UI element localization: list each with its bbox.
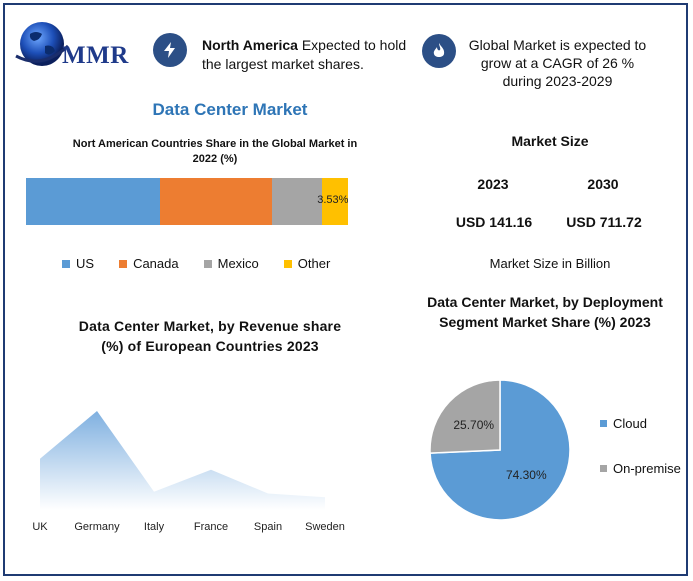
lightning-icon <box>153 33 187 67</box>
mmr-logo: MMR <box>12 16 142 80</box>
x-tick-label: Spain <box>254 521 282 533</box>
x-tick-label: Italy <box>144 521 165 533</box>
highlight-bold: North America <box>202 37 298 53</box>
legend-label-canada: Canada <box>133 256 179 271</box>
pie-chart-title: Data Center Market, by Deployment Segmen… <box>427 294 663 330</box>
x-tick-label: Sweden <box>305 521 345 533</box>
legend-label-cloud: Cloud <box>613 416 647 431</box>
legend-item-on-premise: On-premise <box>600 461 690 476</box>
logo-text: MMR <box>62 42 129 69</box>
bar-segment-mexico <box>272 178 323 225</box>
market-size-year-2030: 2030 <box>587 176 619 192</box>
flame-icon <box>422 34 456 68</box>
legend-label-other: Other <box>297 256 331 271</box>
market-size-value-2023: USD 141.16 <box>455 214 533 230</box>
market-size-unit: Market Size in Billion <box>489 256 611 271</box>
legend-swatch-canada <box>119 259 128 268</box>
pie-chart: 74.30% 25.70% <box>429 379 571 521</box>
legend-label-mexico: Mexico <box>217 256 259 271</box>
highlight-north-america: North America Expected to hold the large… <box>202 36 412 74</box>
legend-swatch-other <box>283 259 292 268</box>
pie-label-on-premise: 25.70% <box>453 418 494 432</box>
stacked-bar-title: Nort American Countries Share in the Glo… <box>72 138 358 165</box>
x-tick-label: UK <box>32 521 48 533</box>
globe-icon <box>15 22 70 66</box>
legend-item-other: Other <box>283 256 331 271</box>
legend-item-canada: Canada <box>119 256 179 271</box>
x-tick-label: Germany <box>74 521 120 533</box>
bar-segment-other <box>322 178 348 225</box>
bar-data-label-other: 3.53% <box>317 194 349 206</box>
stacked-bar: 3.53% <box>26 178 348 225</box>
market-size-title: Market Size <box>511 133 589 149</box>
pie-label-cloud: 74.30% <box>506 468 547 482</box>
main-title: Data Center Market <box>152 100 308 119</box>
legend-swatch-on-premise <box>600 465 607 472</box>
legend-swatch-mexico <box>203 259 212 268</box>
market-size-value-2030: USD 711.72 <box>566 214 642 230</box>
area-chart: UK Germany Italy France Spain Sweden <box>32 411 345 533</box>
area-chart-title: Data Center Market, by Revenue share (%)… <box>78 318 342 354</box>
legend-item-us: US <box>62 256 94 271</box>
market-size-year-2023: 2023 <box>477 176 509 192</box>
legend-label-on-premise: On-premise <box>613 461 681 476</box>
x-tick-label: France <box>194 521 228 533</box>
page-frame <box>3 3 688 576</box>
bar-segment-canada <box>159 178 273 225</box>
highlight-text: Expected to hold the largest market shar… <box>202 37 407 72</box>
legend-swatch-cloud <box>600 420 607 427</box>
pie-slice-on-premise <box>429 379 501 454</box>
bar-segment-us <box>26 178 160 225</box>
legend-swatch-us <box>62 259 70 268</box>
highlight-cagr: Global Market is expected to grow at a C… <box>468 37 647 89</box>
legend-item-mexico: Mexico <box>203 256 259 271</box>
area-series <box>40 411 325 510</box>
legend-item-cloud: Cloud <box>600 416 690 431</box>
legend-label-us: US <box>76 256 95 271</box>
stacked-bar-legend: US Canada Mexico Other <box>62 256 362 271</box>
